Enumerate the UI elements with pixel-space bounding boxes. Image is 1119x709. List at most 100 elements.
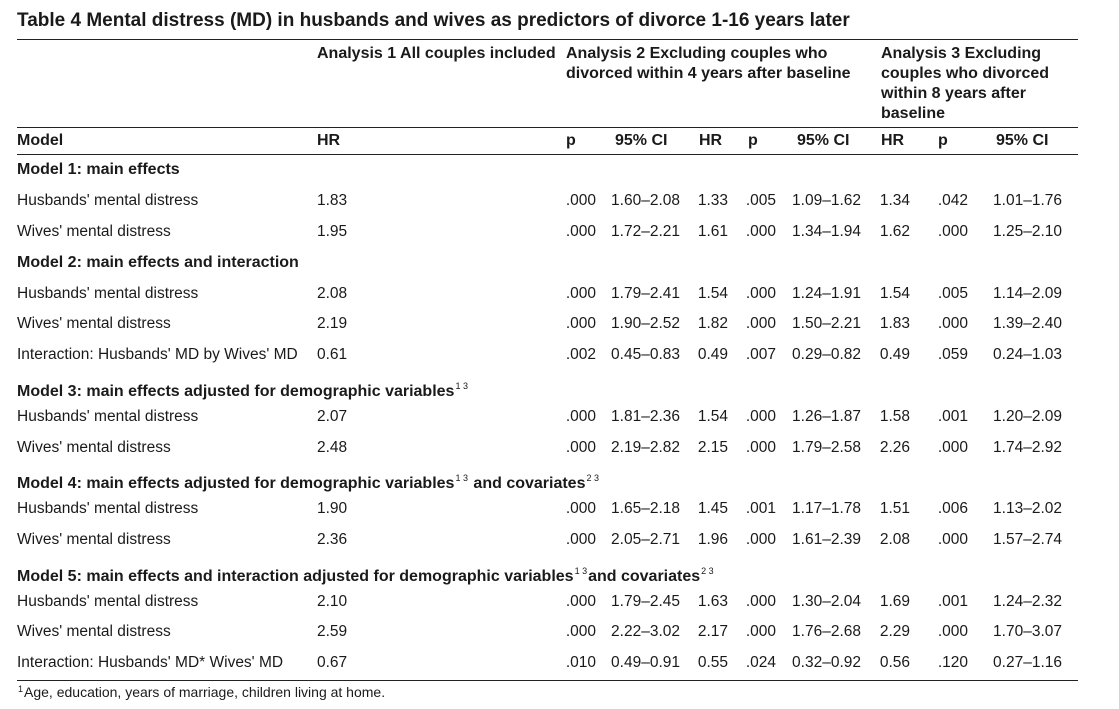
cell-hr-1: 0.67: [317, 654, 348, 671]
cell-ci-1: 1.72–2.21: [611, 223, 680, 240]
cell-hr-3: 1.58: [879, 408, 910, 425]
cell-p-1: .000: [565, 408, 596, 425]
analysis-3-header-line4: baseline: [881, 105, 946, 122]
table-title: Table 4 Mental distress (MD) in husbands…: [17, 10, 850, 31]
col-p-3: p: [938, 132, 948, 149]
cell-ci-2: 1.79–2.58: [792, 439, 861, 456]
cell-hr-3: 1.62: [879, 223, 910, 240]
cell-ci-1: 0.45–0.83: [611, 346, 680, 363]
cell-hr-2: 2.15: [697, 439, 728, 456]
cell-p-3: .042: [937, 192, 968, 209]
cell-ci-1: 1.65–2.18: [611, 500, 680, 517]
cell-hr-3: 1.83: [879, 315, 910, 332]
cell-ci-2: 1.09–1.62: [792, 192, 861, 209]
cell-hr-1: 2.48: [317, 439, 348, 456]
cell-ci-2: 1.76–2.68: [792, 623, 861, 640]
cell-p-1: .010: [565, 654, 596, 671]
col-hr-3: HR: [881, 132, 905, 149]
cell-ci-2: 1.34–1.94: [792, 223, 861, 240]
cell-ci-3: 1.57–2.74: [993, 531, 1062, 548]
cell-ci-2: 1.30–2.04: [792, 593, 861, 610]
cell-p-2: .000: [745, 531, 776, 548]
cell-hr-2: 0.49: [697, 346, 728, 363]
cell-p-1: .000: [565, 593, 596, 610]
bottom-rule: [17, 680, 1078, 681]
cell-ci-2: 1.50–2.21: [792, 315, 861, 332]
analysis-2-header-line2: divorced within 4 years after baseline: [566, 65, 851, 82]
cell-p-2: .000: [745, 285, 776, 302]
cell-hr-3: 2.29: [879, 623, 910, 640]
col-p-1: p: [566, 132, 576, 149]
cell-ci-2: 1.61–2.39: [792, 531, 861, 548]
cell-hr-3: 0.49: [879, 346, 910, 363]
cell-hr-1: 1.95: [317, 223, 348, 240]
cell-p-1: .002: [565, 346, 596, 363]
group-header-model-2: Model 2: main effects and interaction: [17, 254, 299, 271]
cell-ci-1: 1.90–2.52: [611, 315, 680, 332]
cell-p-2: .000: [745, 315, 776, 332]
group-header-model-1: Model 1: main effects: [17, 161, 180, 178]
cell-hr-3: 1.69: [879, 593, 910, 610]
cell-p-3: .000: [937, 623, 968, 640]
cell-p-3: .120: [937, 654, 968, 671]
cell-ci-3: 1.14–2.09: [993, 285, 1062, 302]
cell-p-1: .000: [565, 315, 596, 332]
cell-ci-1: 2.19–2.82: [611, 439, 680, 456]
superscript: 1 3: [455, 381, 468, 391]
cell-p-3: .000: [937, 315, 968, 332]
cell-p-2: .001: [745, 500, 776, 517]
cell-p-3: .000: [937, 531, 968, 548]
superscript: 2 3: [586, 473, 599, 483]
cell-hr-3: 1.34: [879, 192, 910, 209]
cell-ci-1: 2.22–3.02: [611, 623, 680, 640]
cell-hr-3: 2.08: [879, 531, 910, 548]
cell-ci-3: 1.39–2.40: [993, 315, 1062, 332]
cell-p-1: .000: [565, 285, 596, 302]
superscript: 1 3: [574, 566, 588, 576]
cell-ci-3: 1.70–3.07: [993, 623, 1062, 640]
cell-label: Wives' mental distress: [17, 439, 171, 456]
superscript: 2 3: [701, 566, 714, 576]
cell-ci-1: 1.81–2.36: [611, 408, 680, 425]
cell-p-1: .000: [565, 223, 596, 240]
cell-ci-3: 1.01–1.76: [993, 192, 1062, 209]
analysis-1-header: Analysis 1 All couples included: [317, 45, 556, 62]
cell-hr-2: 1.96: [697, 531, 728, 548]
cell-p-2: .000: [745, 593, 776, 610]
cell-ci-3: 1.13–2.02: [993, 500, 1062, 517]
analysis-3-header-line1: Analysis 3 Excluding: [881, 45, 1042, 62]
cell-p-3: .000: [937, 439, 968, 456]
cell-label: Husbands' mental distress: [17, 408, 199, 425]
cell-label: Interaction: Husbands' MD* Wives' MD: [17, 654, 284, 671]
cell-p-2: .024: [745, 654, 776, 671]
cell-label: Interaction: Husbands' MD by Wives' MD: [17, 346, 298, 363]
cell-ci-1: 1.79–2.41: [611, 285, 680, 302]
cell-hr-3: 2.26: [879, 439, 910, 456]
cell-hr-2: 1.63: [697, 593, 728, 610]
group-header-model-3: Model 3: main effects adjusted for demog…: [17, 381, 468, 400]
col-ci-3: 95% CI: [996, 132, 1049, 149]
cell-hr-1: 2.36: [317, 531, 348, 548]
cell-p-1: .000: [565, 192, 596, 209]
cell-p-2: .007: [745, 346, 776, 363]
column-header-rule: [17, 154, 1078, 155]
analysis-3-header-line2: couples who divorced: [881, 65, 1050, 82]
header-rule: [17, 127, 1078, 128]
col-ci-2: 95% CI: [797, 132, 850, 149]
cell-ci-2: 1.26–1.87: [792, 408, 861, 425]
cell-ci-1: 1.79–2.45: [611, 593, 680, 610]
cell-p-3: .005: [937, 285, 968, 302]
cell-hr-1: 2.08: [317, 285, 348, 302]
cell-hr-3: 1.54: [879, 285, 910, 302]
cell-p-3: .006: [937, 500, 968, 517]
top-rule: [17, 39, 1078, 40]
cell-hr-3: 0.56: [879, 654, 910, 671]
cell-p-2: .000: [745, 223, 776, 240]
group-header-model-4: Model 4: main effects adjusted for demog…: [17, 473, 599, 492]
cell-ci-3: 1.25–2.10: [993, 223, 1062, 240]
cell-hr-1: 1.83: [317, 192, 348, 209]
cell-ci-1: 0.49–0.91: [611, 654, 680, 671]
cell-p-3: .001: [937, 593, 968, 610]
cell-ci-2: 1.17–1.78: [792, 500, 861, 517]
cell-p-2: .000: [745, 408, 776, 425]
